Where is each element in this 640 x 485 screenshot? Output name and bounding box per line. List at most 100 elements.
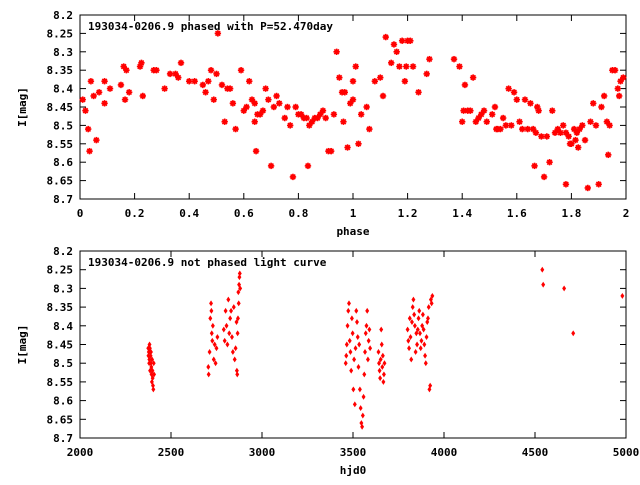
data-point xyxy=(469,74,477,81)
data-point xyxy=(214,345,219,352)
data-point xyxy=(396,63,403,70)
data-point xyxy=(355,334,360,340)
data-point xyxy=(409,63,417,70)
data-point xyxy=(267,162,275,170)
data-point xyxy=(423,352,428,359)
data-point xyxy=(408,334,413,340)
data-point xyxy=(150,375,155,382)
data-point xyxy=(365,356,370,363)
data-point xyxy=(415,326,420,333)
x-tick-label: 2 xyxy=(623,207,630,220)
y-tick-label: 8.2 xyxy=(53,9,73,22)
x-tick-label: 2500 xyxy=(158,446,185,459)
data-point xyxy=(365,307,370,314)
data-point xyxy=(237,270,242,277)
data-point xyxy=(341,89,349,96)
data-point xyxy=(82,107,89,114)
data-point xyxy=(84,125,92,133)
y-tick-label: 8.55 xyxy=(47,138,74,151)
data-point xyxy=(382,360,387,367)
data-point xyxy=(344,352,349,359)
data-point xyxy=(508,122,515,129)
data-point xyxy=(236,315,240,322)
data-point xyxy=(270,103,278,111)
data-point xyxy=(101,78,108,85)
data-point xyxy=(206,371,211,378)
data-point xyxy=(226,85,234,92)
data-point xyxy=(231,304,236,311)
data-point xyxy=(349,367,354,374)
data-point xyxy=(581,136,589,144)
data-point xyxy=(579,122,586,129)
data-point xyxy=(480,107,488,114)
data-point xyxy=(207,67,215,74)
data-point xyxy=(251,100,258,107)
data-point xyxy=(210,322,215,329)
y-tick-label: 8.65 xyxy=(47,175,74,188)
data-point xyxy=(251,118,258,125)
x-tick-label: 4500 xyxy=(522,446,549,459)
data-point xyxy=(428,382,433,389)
data-point xyxy=(368,345,373,352)
data-point xyxy=(236,300,241,307)
data-point xyxy=(409,356,414,363)
data-point xyxy=(125,89,133,96)
data-point xyxy=(349,315,354,322)
data-point xyxy=(123,67,130,74)
data-point xyxy=(213,70,220,78)
data-point xyxy=(150,356,155,363)
data-point xyxy=(238,285,243,292)
y-tick-label: 8.35 xyxy=(47,64,74,77)
data-point xyxy=(412,322,417,329)
data-point xyxy=(210,96,217,103)
x-axis-label: phase xyxy=(336,225,369,238)
y-tick-label: 8.65 xyxy=(47,413,74,426)
y-tick-label: 8.45 xyxy=(47,101,74,114)
data-point xyxy=(529,125,537,133)
data-point xyxy=(401,78,409,85)
data-point xyxy=(345,322,350,329)
data-point xyxy=(214,30,222,37)
data-point xyxy=(199,81,207,89)
y-axis-label: I[mag] xyxy=(16,325,29,365)
data-point xyxy=(207,349,212,355)
data-point xyxy=(222,337,227,344)
data-point xyxy=(456,63,463,70)
data-point xyxy=(519,125,526,133)
data-point xyxy=(573,129,581,136)
data-point xyxy=(353,345,358,352)
data-point xyxy=(497,125,504,133)
data-point xyxy=(90,92,97,100)
data-point xyxy=(101,100,108,107)
x-tick-label: 2000 xyxy=(67,446,94,459)
data-point xyxy=(377,367,382,374)
data-point xyxy=(376,349,381,355)
data-point xyxy=(281,114,288,122)
data-point xyxy=(535,107,542,114)
data-point xyxy=(355,319,359,326)
data-point xyxy=(380,352,385,359)
data-point xyxy=(377,360,381,367)
data-point xyxy=(87,78,95,85)
data-point xyxy=(615,92,623,100)
data-point xyxy=(349,96,357,103)
data-point xyxy=(229,100,237,107)
data-point xyxy=(175,74,182,81)
data-point xyxy=(205,78,212,85)
y-tick-label: 8.25 xyxy=(47,27,74,40)
y-tick-label: 8.35 xyxy=(47,301,74,314)
data-point xyxy=(363,103,370,111)
data-point xyxy=(575,144,582,151)
data-point xyxy=(418,345,423,352)
data-point xyxy=(86,147,93,155)
data-point xyxy=(252,147,260,155)
data-point xyxy=(347,337,352,344)
data-point xyxy=(236,289,241,296)
data-point xyxy=(557,129,564,136)
data-point xyxy=(177,59,185,67)
data-point xyxy=(319,107,327,114)
data-point xyxy=(424,334,429,340)
data-point xyxy=(210,337,215,344)
data-point xyxy=(357,111,365,118)
data-point xyxy=(225,341,230,348)
